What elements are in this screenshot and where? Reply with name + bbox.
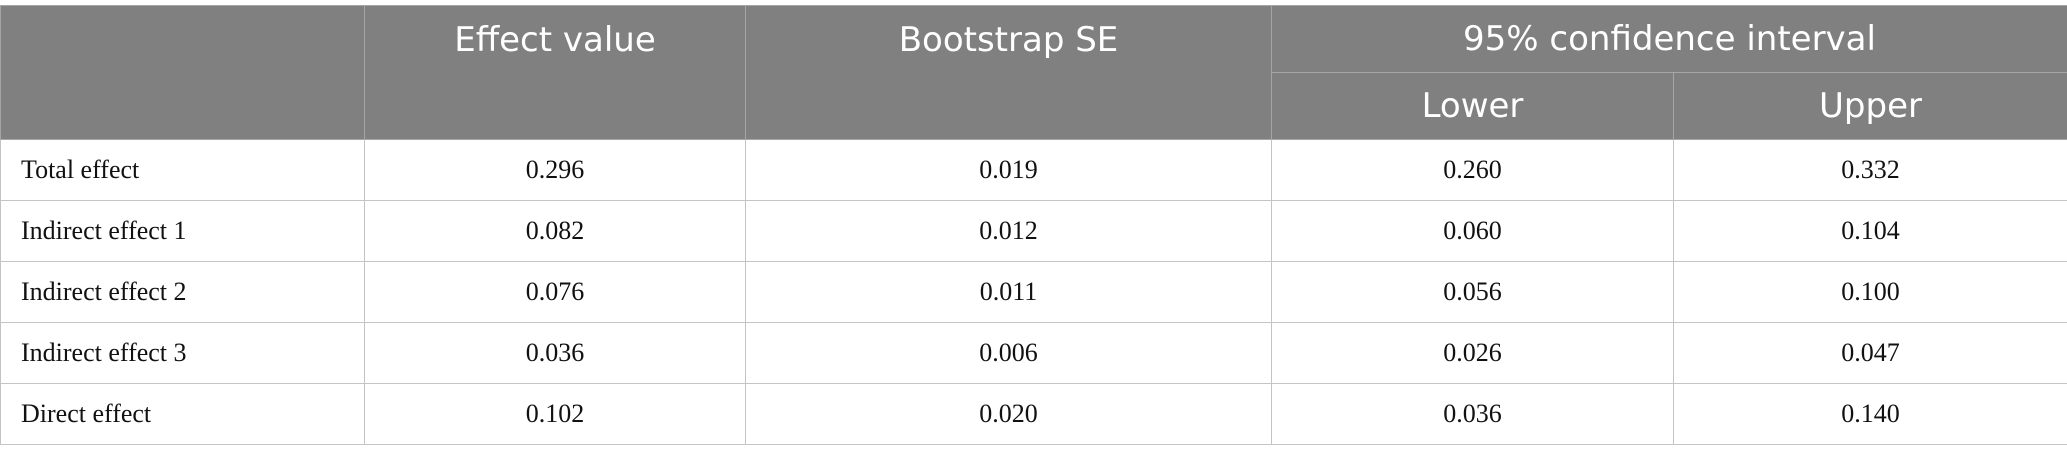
value-cell: 0.047 [1673, 322, 2067, 384]
header-cell: Effect value [364, 5, 746, 140]
table-row: Indirect effect 2 0.076 0.011 0.056 0.100 [0, 261, 2067, 323]
header-cell: Upper [1673, 72, 2067, 140]
table-row: Indirect effect 3 0.036 0.006 0.026 0.047 [0, 322, 2067, 384]
table-row: Direct effect 0.102 0.020 0.036 0.140 [0, 383, 2067, 445]
value-cell: 0.100 [1673, 261, 2067, 323]
row-label: Indirect effect 1 [0, 200, 365, 262]
value-cell: 0.296 [364, 139, 746, 201]
value-cell: 0.011 [745, 261, 1272, 323]
value-cell: 0.082 [364, 200, 746, 262]
value-cell: 0.019 [745, 139, 1272, 201]
row-label: Indirect effect 3 [0, 322, 365, 384]
value-cell: 0.026 [1271, 322, 1674, 384]
value-cell: 0.056 [1271, 261, 1674, 323]
table-row: Indirect effect 1 0.082 0.012 0.060 0.104 [0, 200, 2067, 262]
row-label: Direct effect [0, 383, 365, 445]
page: Effect value Bootstrap SE 95% confidence… [0, 5, 2067, 466]
header-cell [0, 5, 365, 140]
table-row: Total effect 0.296 0.019 0.260 0.332 [0, 139, 2067, 201]
results-table: Effect value Bootstrap SE 95% confidence… [0, 5, 2067, 445]
header-cell: Bootstrap SE [745, 5, 1272, 140]
value-cell: 0.104 [1673, 200, 2067, 262]
header-row: Effect value Bootstrap SE 95% confidence… [0, 5, 2067, 140]
value-cell: 0.006 [745, 322, 1272, 384]
value-cell: 0.076 [364, 261, 746, 323]
table-header: Effect value Bootstrap SE 95% confidence… [0, 5, 2067, 140]
header-cell: Lower [1271, 72, 1674, 140]
value-cell: 0.140 [1673, 383, 2067, 445]
header-row: Lower Upper [1, 72, 2067, 140]
value-cell: 0.260 [1271, 139, 1674, 201]
value-cell: 0.332 [1673, 139, 2067, 201]
value-cell: 0.036 [1271, 383, 1674, 445]
value-cell: 0.012 [745, 200, 1272, 262]
value-cell: 0.060 [1271, 200, 1674, 262]
value-cell: 0.020 [745, 383, 1272, 445]
table-body: Total effect 0.296 0.019 0.260 0.332 Indirect… [0, 139, 2067, 445]
header-cell: 95% confidence interval [1271, 5, 2067, 73]
value-cell: 0.102 [364, 383, 746, 445]
value-cell: 0.036 [364, 322, 746, 384]
row-label: Total effect [0, 139, 365, 201]
row-label: Indirect effect 2 [0, 261, 365, 323]
